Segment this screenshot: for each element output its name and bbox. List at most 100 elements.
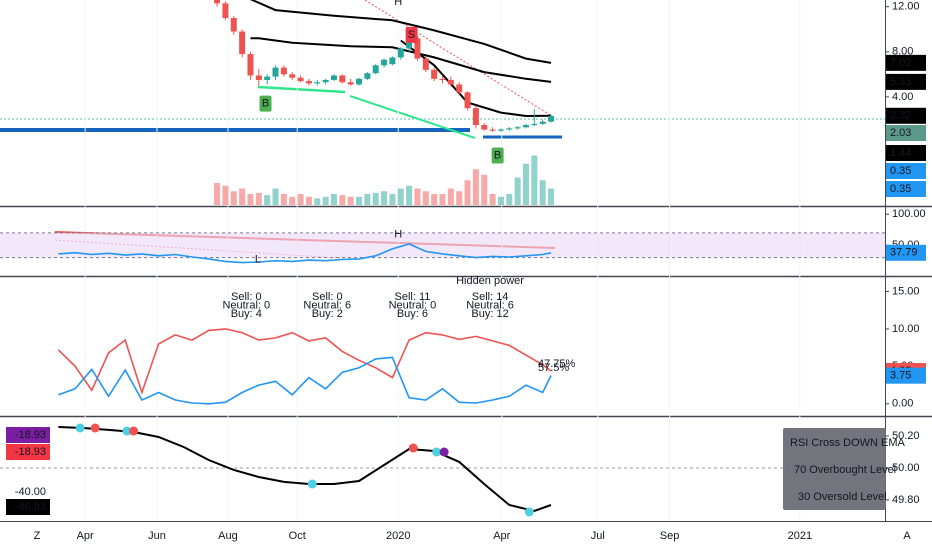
- signal-count: Sell: 0: [312, 291, 343, 303]
- x-tick-label: Sep: [660, 530, 680, 542]
- candle-body: [272, 67, 279, 77]
- candle-body: [305, 81, 312, 84]
- volume-bar: [548, 188, 555, 205]
- volume-bar: [464, 180, 471, 205]
- value-label-box: [886, 367, 926, 384]
- legend-entry: RSI Cross DOWN EMA: [790, 437, 906, 449]
- y-tick-label: 8.00: [892, 46, 913, 58]
- price-pane: B S B H: [214, 0, 555, 205]
- pane-title: Hidden power: [456, 275, 524, 287]
- volume-bar: [314, 198, 321, 205]
- volume-bar: [347, 196, 354, 205]
- signal-label: H: [394, 0, 402, 8]
- candle-body: [239, 31, 246, 55]
- y-tick-label: 49.80: [892, 494, 920, 506]
- candle-body: [389, 57, 396, 65]
- volume-bar: [222, 185, 229, 205]
- value-label: 3.75: [890, 370, 911, 382]
- signal-dot: [122, 426, 132, 436]
- volume-bar: [531, 155, 538, 205]
- value-label-box: [886, 181, 926, 197]
- volume-bar: [264, 195, 271, 205]
- volume-bar: [214, 183, 221, 205]
- value-label: 2.03: [890, 127, 911, 139]
- axis-label-box: [6, 499, 50, 515]
- signal-badge: [405, 26, 418, 43]
- y-tick-label: 0.00: [892, 398, 913, 410]
- candle-body: [214, 0, 221, 4]
- pivot-label: H: [394, 229, 402, 241]
- volume-bar: [239, 188, 246, 205]
- candle-body: [264, 76, 271, 80]
- x-tick-label: 2021: [788, 530, 812, 542]
- candle-body: [314, 82, 321, 84]
- candle-body: [222, 3, 229, 19]
- legend-entry: 30 Oversold Level: [798, 491, 887, 503]
- value-label-box: [886, 125, 926, 141]
- candle-body: [414, 38, 421, 59]
- value-label-box: [886, 163, 926, 179]
- y-tick-label: 4.00: [892, 91, 913, 103]
- signal-count: Neutral: 6: [466, 299, 514, 311]
- signal-count: Sell: 0: [231, 291, 262, 303]
- candle-body: [548, 116, 555, 122]
- signal-count: Neutral: 6: [303, 299, 351, 311]
- volume-bar: [431, 194, 438, 205]
- candle-body: [322, 79, 329, 83]
- volume-bar: [255, 192, 262, 205]
- candle-body: [522, 125, 529, 128]
- volume-bar: [305, 196, 312, 205]
- value-label-box: [886, 244, 926, 261]
- signal-label: S: [408, 29, 415, 41]
- signal-dot: [439, 447, 449, 457]
- y-tick-label: 15.00: [892, 285, 920, 297]
- y-tick-label: 50.00: [892, 462, 920, 474]
- percent-label: 57.5%: [538, 362, 569, 374]
- candle-body: [372, 65, 379, 74]
- signal-count: Buy: 2: [312, 308, 343, 320]
- volume-bar: [297, 194, 304, 205]
- volume-bar: [481, 174, 488, 205]
- candle-body: [431, 69, 438, 79]
- value-label-box: [886, 107, 926, 124]
- percent-label: 47.75%: [538, 358, 576, 370]
- corner-label: Z: [34, 530, 41, 542]
- candle-body: [280, 67, 287, 75]
- x-tick-label: Apr: [77, 530, 94, 542]
- axis-label: -46.83: [15, 501, 46, 513]
- volume-bar: [406, 185, 413, 205]
- signal-count: Neutral: 0: [222, 299, 270, 311]
- axis-label-box: [6, 444, 50, 460]
- volume-bar: [414, 188, 421, 205]
- indicator-pane: [0, 232, 885, 264]
- candle-body: [456, 84, 463, 93]
- volume-bar: [514, 177, 521, 205]
- signal-label: B: [494, 149, 501, 161]
- volume-bar: [339, 195, 346, 205]
- candle-body: [539, 121, 546, 124]
- axis-label: -18.93: [15, 446, 46, 458]
- value-label-box: [886, 54, 926, 71]
- volume-bar: [389, 194, 396, 205]
- value-label: 5.33: [890, 76, 911, 88]
- line-series: [250, 37, 552, 83]
- value-label-box: [886, 145, 926, 161]
- y-tick-label: 100.00: [892, 208, 926, 220]
- signal-count: Buy: 4: [231, 308, 262, 320]
- axis-label-box: [6, 484, 50, 500]
- x-tick-label: Aug: [218, 530, 238, 542]
- volume-bar: [356, 196, 363, 205]
- value-label: 1.44: [890, 147, 911, 159]
- signal-dot: [129, 426, 139, 436]
- x-tick-label: Jun: [148, 530, 166, 542]
- line-series: [249, 0, 552, 64]
- candle-body: [481, 125, 488, 130]
- x-tick-label: Apr: [493, 530, 510, 542]
- candle-body: [464, 92, 471, 109]
- signal-count: Neutral: 0: [389, 299, 437, 311]
- indicator-pane: [58, 423, 552, 517]
- candle-body: [339, 75, 346, 83]
- x-tick-label: Oct: [289, 530, 306, 542]
- line-series: [57, 328, 552, 396]
